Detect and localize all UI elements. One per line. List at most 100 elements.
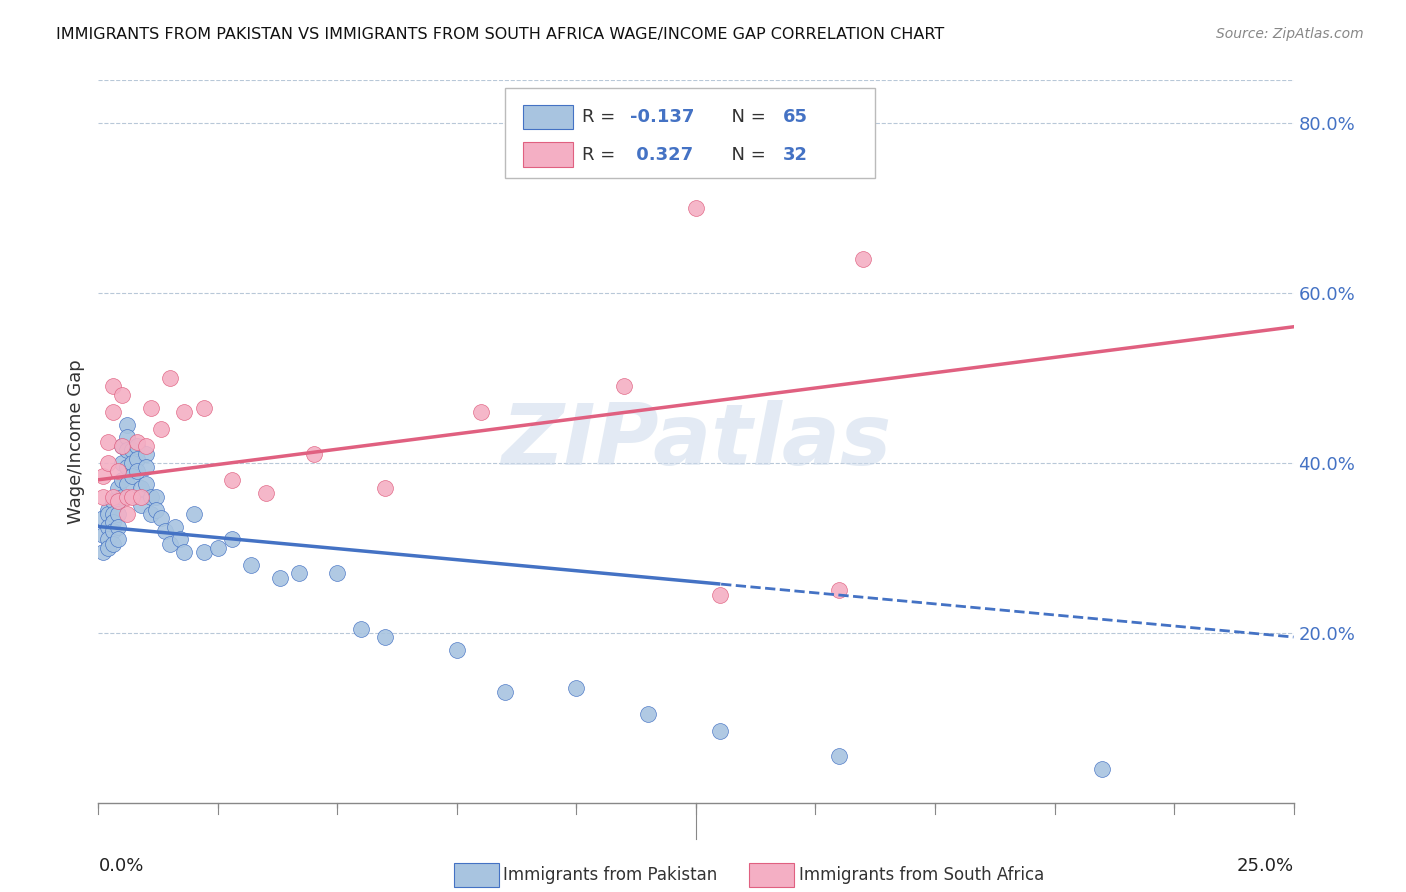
- Point: [125, 439, 148, 453]
- Point: [125, 434, 148, 449]
- Point: [111, 439, 134, 453]
- Point: [97, 519, 120, 533]
- Point: [125, 464, 148, 478]
- Point: [163, 519, 186, 533]
- Point: [107, 464, 129, 478]
- FancyBboxPatch shape: [523, 105, 572, 129]
- Point: [207, 541, 229, 555]
- Point: [101, 536, 124, 550]
- Point: [446, 642, 468, 657]
- Point: [135, 447, 157, 461]
- Point: [97, 456, 120, 470]
- Point: [115, 490, 138, 504]
- Text: Immigrants from South Africa: Immigrants from South Africa: [799, 866, 1043, 884]
- Point: [155, 524, 177, 538]
- Point: [121, 490, 143, 504]
- Point: [101, 490, 124, 504]
- Text: N =: N =: [720, 145, 772, 164]
- Point: [101, 516, 124, 530]
- Point: [269, 570, 291, 584]
- Point: [125, 451, 148, 466]
- Text: N =: N =: [720, 108, 772, 126]
- Point: [350, 622, 373, 636]
- Text: 0.0%: 0.0%: [98, 857, 143, 875]
- Point: [111, 473, 134, 487]
- FancyBboxPatch shape: [505, 87, 875, 178]
- Point: [115, 430, 138, 444]
- Point: [121, 443, 143, 458]
- Point: [159, 536, 181, 550]
- Point: [91, 545, 114, 559]
- Text: Source: ZipAtlas.com: Source: ZipAtlas.com: [1216, 27, 1364, 41]
- Point: [685, 201, 707, 215]
- Point: [101, 524, 124, 538]
- Point: [91, 468, 114, 483]
- Point: [173, 545, 195, 559]
- Point: [828, 749, 851, 764]
- Point: [97, 434, 120, 449]
- Point: [115, 460, 138, 475]
- Point: [97, 502, 120, 516]
- Point: [183, 507, 205, 521]
- FancyBboxPatch shape: [523, 143, 572, 167]
- Point: [637, 706, 659, 721]
- Point: [374, 630, 396, 644]
- Point: [91, 511, 114, 525]
- Point: [91, 528, 114, 542]
- Point: [121, 456, 143, 470]
- Point: [145, 490, 167, 504]
- Point: [288, 566, 311, 581]
- Point: [240, 558, 263, 572]
- Point: [107, 533, 129, 547]
- Point: [91, 490, 114, 504]
- Text: 65: 65: [783, 108, 808, 126]
- Point: [470, 405, 492, 419]
- Point: [107, 494, 129, 508]
- Text: -0.137: -0.137: [630, 108, 695, 126]
- Point: [97, 533, 120, 547]
- Point: [121, 468, 143, 483]
- Text: R =: R =: [582, 108, 621, 126]
- Point: [193, 401, 215, 415]
- Text: 25.0%: 25.0%: [1236, 857, 1294, 875]
- Point: [111, 439, 134, 453]
- Point: [1091, 762, 1114, 776]
- Point: [828, 583, 851, 598]
- Point: [107, 494, 129, 508]
- Text: 32: 32: [783, 145, 808, 164]
- Text: Immigrants from Pakistan: Immigrants from Pakistan: [503, 866, 717, 884]
- Point: [139, 401, 162, 415]
- Point: [131, 481, 153, 495]
- Text: IMMIGRANTS FROM PAKISTAN VS IMMIGRANTS FROM SOUTH AFRICA WAGE/INCOME GAP CORRELA: IMMIGRANTS FROM PAKISTAN VS IMMIGRANTS F…: [56, 27, 945, 42]
- Text: ZIPatlas: ZIPatlas: [501, 400, 891, 483]
- Point: [254, 485, 277, 500]
- Point: [135, 477, 157, 491]
- Point: [101, 507, 124, 521]
- Point: [139, 507, 162, 521]
- Point: [326, 566, 349, 581]
- Point: [115, 477, 138, 491]
- Y-axis label: Wage/Income Gap: Wage/Income Gap: [66, 359, 84, 524]
- Point: [374, 481, 396, 495]
- Point: [159, 371, 181, 385]
- Point: [107, 481, 129, 495]
- Point: [101, 379, 124, 393]
- Point: [302, 447, 325, 461]
- Point: [131, 498, 153, 512]
- Point: [149, 422, 172, 436]
- Point: [193, 545, 215, 559]
- Point: [115, 417, 138, 432]
- Point: [111, 456, 134, 470]
- Point: [613, 379, 636, 393]
- Point: [97, 541, 120, 555]
- Point: [139, 490, 162, 504]
- Point: [494, 685, 516, 699]
- Point: [115, 507, 138, 521]
- Text: R =: R =: [582, 145, 621, 164]
- Point: [101, 494, 124, 508]
- Point: [135, 439, 157, 453]
- Point: [221, 473, 243, 487]
- Point: [101, 405, 124, 419]
- Point: [111, 490, 134, 504]
- Point: [115, 443, 138, 458]
